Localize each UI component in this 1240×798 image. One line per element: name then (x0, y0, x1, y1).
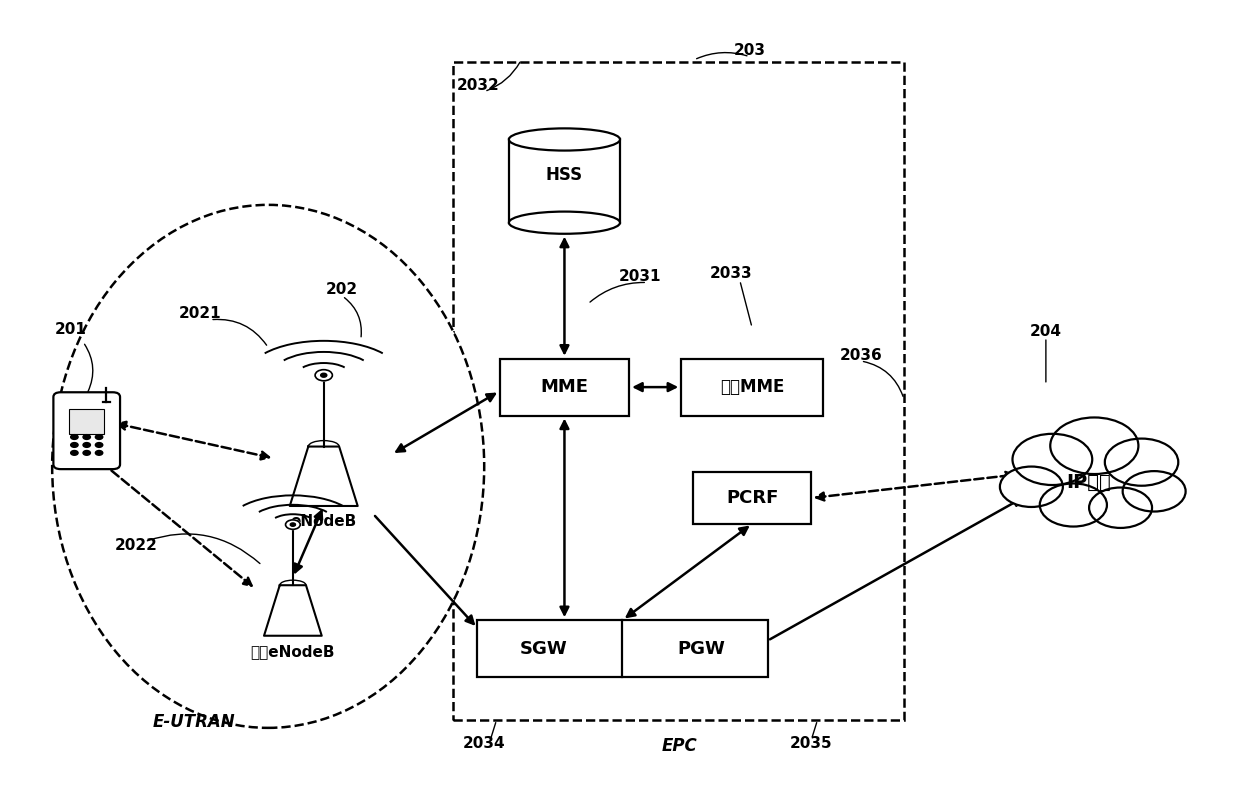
Circle shape (315, 369, 332, 381)
Circle shape (1050, 417, 1138, 474)
FancyBboxPatch shape (69, 409, 104, 434)
FancyBboxPatch shape (693, 472, 811, 523)
Circle shape (1105, 439, 1178, 486)
Text: 2031: 2031 (619, 269, 661, 283)
Circle shape (999, 467, 1063, 507)
Circle shape (1040, 484, 1107, 527)
Ellipse shape (508, 211, 620, 234)
Text: eNodeB: eNodeB (290, 514, 357, 529)
Text: 2034: 2034 (463, 737, 506, 751)
Circle shape (95, 435, 103, 440)
FancyBboxPatch shape (500, 358, 629, 416)
Circle shape (321, 373, 327, 377)
Circle shape (1122, 471, 1185, 512)
Text: EPC: EPC (661, 737, 697, 755)
Text: 2022: 2022 (114, 538, 157, 553)
Text: MME: MME (541, 378, 589, 396)
Text: IP业务: IP业务 (1066, 472, 1111, 492)
Text: 其它eNodeB: 其它eNodeB (250, 644, 335, 658)
FancyBboxPatch shape (681, 358, 823, 416)
Polygon shape (264, 585, 321, 636)
Circle shape (1089, 488, 1152, 528)
Text: 2032: 2032 (456, 78, 500, 93)
Circle shape (71, 435, 78, 440)
Ellipse shape (52, 205, 484, 728)
Circle shape (83, 451, 91, 456)
Text: 其它MME: 其它MME (720, 378, 784, 396)
Circle shape (285, 519, 300, 529)
Text: SGW: SGW (520, 640, 568, 658)
Text: 2021: 2021 (179, 306, 222, 321)
Text: 202: 202 (326, 282, 358, 297)
Text: 2036: 2036 (839, 348, 882, 363)
Circle shape (71, 443, 78, 448)
Polygon shape (290, 447, 357, 506)
Circle shape (290, 523, 295, 527)
FancyBboxPatch shape (53, 393, 120, 469)
Circle shape (83, 435, 91, 440)
Text: HSS: HSS (546, 166, 583, 184)
Text: 2033: 2033 (709, 267, 753, 281)
Circle shape (71, 451, 78, 456)
FancyBboxPatch shape (477, 620, 768, 678)
Text: PCRF: PCRF (725, 489, 779, 507)
Circle shape (1013, 434, 1092, 485)
Text: E-UTRAN: E-UTRAN (153, 713, 236, 731)
Text: 204: 204 (1030, 324, 1061, 339)
Ellipse shape (508, 128, 620, 151)
Text: PGW: PGW (677, 640, 725, 658)
Text: 2035: 2035 (790, 737, 832, 751)
FancyBboxPatch shape (454, 62, 904, 720)
Text: 203: 203 (734, 43, 765, 57)
Circle shape (83, 443, 91, 448)
Bar (508, 140, 620, 223)
Text: 201: 201 (55, 322, 87, 337)
Circle shape (95, 443, 103, 448)
Circle shape (95, 451, 103, 456)
